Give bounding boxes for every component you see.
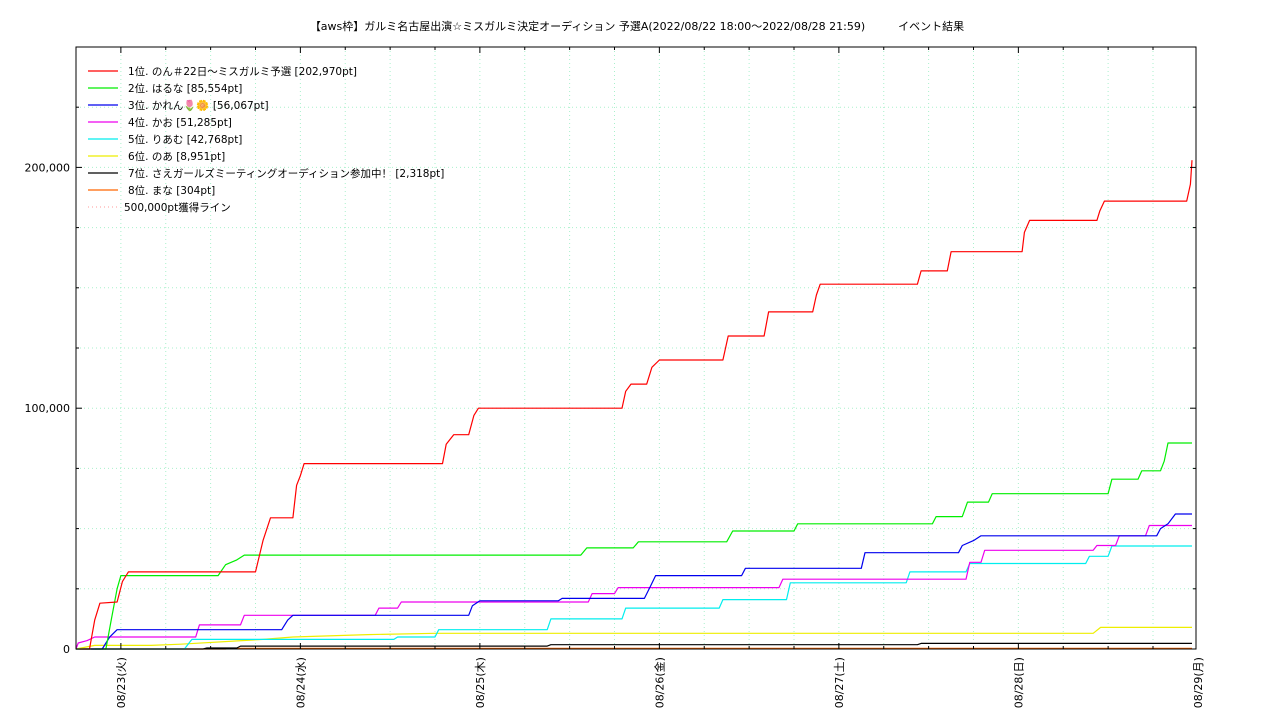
legend-entry: 6位. のあ [8,951pt]	[128, 150, 225, 163]
x-tick-label: 08/23(火)	[115, 657, 128, 708]
x-tick-label: 08/25(木)	[474, 657, 487, 708]
series-line	[75, 524, 1192, 650]
x-tick-label: 08/29(月)	[1192, 657, 1205, 708]
ticks-layer: 0 100,000 200,000 08/23(火) 08/24(水) 08/25(木) 0…	[25, 46, 1205, 708]
x-tick-label: 08/24(水)	[294, 657, 307, 708]
series-line	[79, 160, 1193, 650]
legend-entry: 2位. はるな [85,554pt]	[128, 82, 242, 95]
chart-title: 【aws枠】ガルミ名古屋出演☆ミスガルミ決定オーディション 予選A(2022/0…	[310, 19, 964, 33]
y-tick-label: 0	[63, 643, 70, 656]
y-tick-label: 200,000	[25, 161, 71, 174]
x-tick-label: 08/26(金)	[652, 657, 666, 708]
grid-layer	[75, 47, 1196, 649]
series-line	[76, 545, 1192, 650]
series-line	[75, 626, 1192, 650]
series-line	[94, 442, 1192, 650]
y-tick-label: 100,000	[25, 402, 71, 415]
legend-entry: 8位. まな [304pt]	[128, 184, 215, 197]
series-layer	[75, 160, 1193, 650]
legend-entry: 3位. かれん🌷🌼 [56,067pt]	[128, 99, 269, 112]
x-tick-label: 08/27(土)	[833, 657, 846, 708]
legend-entry: 1位. のん＃22日〜ミスガルミ予選 [202,970pt]	[128, 65, 357, 78]
legend-entry: 7位. さえガールズミーティングオーディション参加中！ [2,318pt]	[128, 167, 444, 180]
legend-entry: 5位. りあむ [42,768pt]	[128, 133, 242, 146]
series-line	[91, 513, 1192, 650]
legend-entry: 4位. かお [51,285pt]	[128, 116, 232, 129]
x-tick-label: 08/28(日)	[1012, 657, 1025, 708]
legend: 1位. のん＃22日〜ミスガルミ予選 [202,970pt] 2位. はるな [8…	[88, 65, 444, 214]
legend-entry: 500,000pt獲得ライン	[124, 201, 231, 214]
